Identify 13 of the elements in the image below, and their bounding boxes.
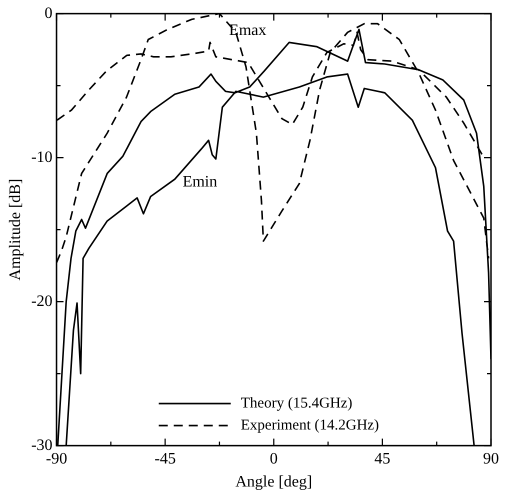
x-axis-title: Angle [deg] [235,474,312,491]
x-tick-label: -45 [154,450,176,468]
x-tick-label: 0 [270,450,278,468]
annotation: Emax [229,22,266,40]
y-tick-label: -20 [31,292,53,310]
y-axis-title: Amplitude [dB] [6,178,24,280]
x-tick-label: 90 [483,450,499,468]
legend-label: Experiment (14.2GHz) [240,418,380,434]
y-tick-label: -10 [31,148,53,166]
y-tick-label: 0 [44,4,53,22]
x-tick-label: 45 [374,450,390,468]
legend-label: Theory (15.4GHz) [240,396,352,412]
annotation: Emin [182,173,218,190]
